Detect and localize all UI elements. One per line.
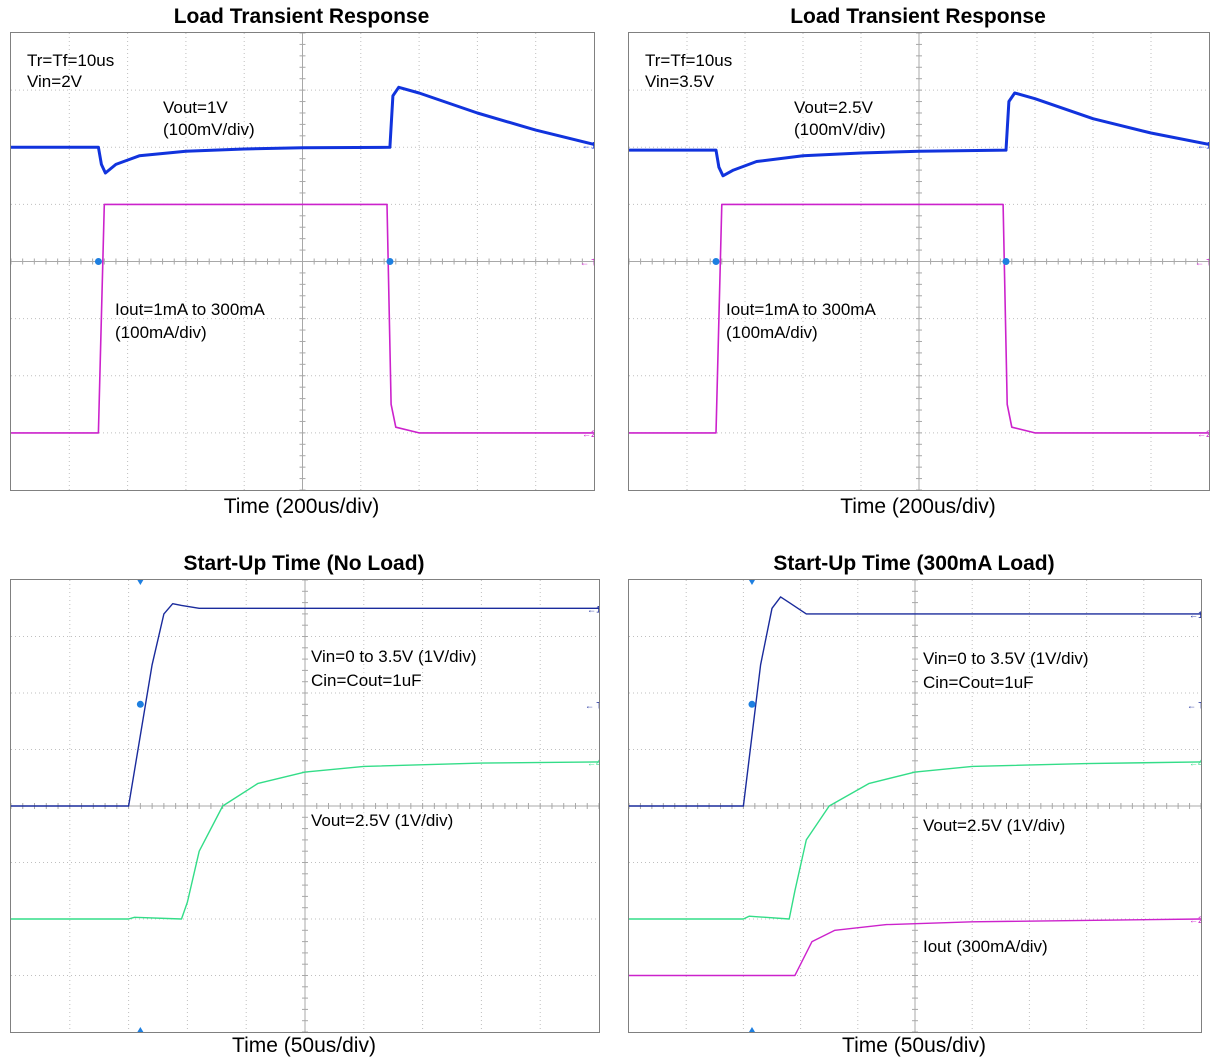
trace-ch1: [11, 603, 599, 807]
trigger-point: [136, 700, 144, 708]
x-axis-label: Time (200us/div): [840, 495, 996, 518]
trigger-point: [386, 258, 394, 265]
trigger-level-marker: ← T: [580, 258, 594, 268]
channel-marker-1: ←1: [587, 604, 599, 614]
trace-ch2: [11, 203, 594, 434]
oscilloscope-plot: ←1 ←2 ← T: [629, 33, 1209, 490]
channel-marker-2: ←2: [582, 429, 594, 439]
trace-ch4: [11, 761, 599, 920]
oscilloscope-plot: ←1 ←2 ← T: [11, 33, 594, 490]
annotation-iout-scale: (100mA/div): [726, 323, 818, 342]
annotation-iout: Iout (300mA/div): [923, 937, 1048, 956]
scope-screen: ←1 ←4 ←2 ← T Vin=0 to 3.5V (1V/div) Cin=Cou…: [628, 579, 1202, 1033]
annotation-rise-fall: Tr=Tf=10us: [27, 51, 115, 70]
x-axis-label: Time (50us/div): [842, 1034, 986, 1057]
annotation-iout: Iout=1mA to 300mA: [726, 300, 876, 319]
scope-screen: ←1 ←4 ← T Vin=0 to 3.5V (1V/div) Cin=Cout=…: [10, 579, 600, 1033]
annotation-iout-scale: (100mA/div): [115, 323, 207, 342]
annotation-vin: Vin=0 to 3.5V (1V/div): [311, 647, 477, 666]
x-axis-label: Time (50us/div): [232, 1034, 376, 1057]
channel-marker-1: ←1: [582, 140, 594, 150]
trigger-point: [748, 700, 756, 708]
annotation-vin: Vin=3.5V: [645, 72, 715, 91]
channel-marker-1: ←1: [1197, 140, 1209, 150]
chart-title: Start-Up Time (No Load): [183, 552, 425, 575]
trace-ch1: [629, 91, 1209, 178]
chart-title: Load Transient Response: [790, 5, 1046, 28]
annotation-vout: Vout=2.5V (1V/div): [923, 816, 1066, 835]
oscilloscope-plot: ←1 ←4 ←2 ← T: [629, 580, 1201, 1032]
annotation-caps: Cin=Cout=1uF: [311, 671, 422, 690]
annotation-vout-scale: (100mV/div): [163, 120, 255, 139]
annotation-iout: Iout=1mA to 300mA: [115, 300, 265, 319]
trigger-point: [94, 258, 102, 265]
trace-ch4: [629, 761, 1201, 920]
channel-marker-1: ←1: [1189, 610, 1201, 620]
annotation-vout: Vout=2.5V (1V/div): [311, 811, 454, 830]
trigger-level-marker: ← T: [1187, 700, 1201, 710]
scope-screen: ←1 ←2 ← T Tr=Tf=10us Vin=3.5V Vout=2.5V (1…: [628, 32, 1210, 491]
trigger-level-marker: ← T: [1195, 258, 1209, 268]
trigger-point: [1002, 258, 1010, 265]
annotation-vout: Vout=1V: [163, 98, 228, 117]
chart-title: Load Transient Response: [173, 5, 430, 28]
oscilloscope-plot: ←1 ←4 ← T: [11, 580, 599, 1032]
annotation-vin: Vin=0 to 3.5V (1V/div): [923, 649, 1089, 668]
channel-marker-4: ←4: [1189, 758, 1201, 768]
channel-marker-2: ←2: [1189, 915, 1201, 925]
trigger-position-top: [748, 580, 755, 585]
chart-title: Start-Up Time (300mA Load): [773, 552, 1055, 575]
x-axis-label: Time (200us/div): [223, 495, 380, 518]
channel-marker-4: ←4: [587, 758, 599, 768]
trace-ch2: [629, 203, 1209, 434]
annotation-vout-scale: (100mV/div): [794, 120, 886, 139]
trigger-position-bottom: [748, 1027, 755, 1032]
trigger-position-top: [137, 580, 144, 585]
annotation-caps: Cin=Cout=1uF: [923, 673, 1034, 692]
grid: [11, 33, 594, 490]
trace-ch1: [629, 596, 1201, 807]
channel-marker-2: ←2: [1197, 429, 1209, 439]
trigger-level-marker: ← T: [585, 700, 599, 710]
annotation-rise-fall: Tr=Tf=10us: [645, 51, 733, 70]
trigger-position-bottom: [137, 1027, 144, 1032]
annotation-vin: Vin=2V: [27, 72, 82, 91]
trigger-point: [712, 258, 720, 265]
trace-ch2: [629, 918, 1201, 977]
annotation-vout: Vout=2.5V: [794, 98, 873, 117]
scope-screen: ←1 ←2 ← T Tr=Tf=10us Vin=2V Vout=1V (100mV…: [10, 32, 595, 491]
trace-ch1: [11, 85, 594, 175]
